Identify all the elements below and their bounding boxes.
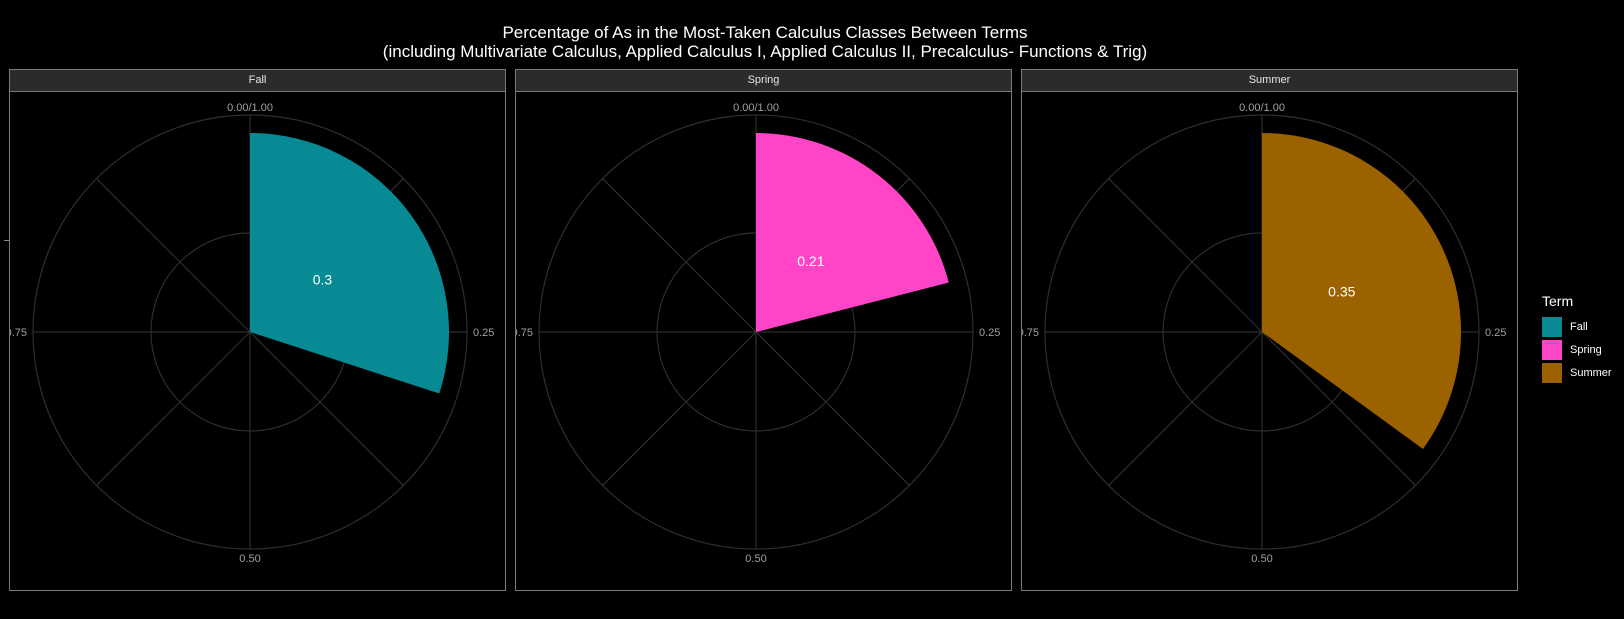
polar-plot-area: 0.3 0.00/1.00 0.25 0.50 0.75 xyxy=(9,91,506,591)
theta-tick-label: 0.00/1.00 xyxy=(227,102,273,114)
polar-chart: 0.3 0.00/1.00 0.25 0.50 0.75 xyxy=(10,102,494,565)
data-value-label: 0.35 xyxy=(1328,283,1355,299)
polar-plot-area: 0.21 0.00/1.00 0.25 0.50 0.75 xyxy=(515,91,1012,591)
grid-spoke xyxy=(602,178,757,333)
data-value-label: 0.21 xyxy=(797,253,824,269)
legend-label: Spring xyxy=(1570,343,1602,356)
facet-strip-label: Summer xyxy=(1021,69,1518,92)
legend: Term Fall Spring Summer xyxy=(1542,293,1612,384)
grid-spoke xyxy=(1108,331,1263,486)
legend-key xyxy=(1542,362,1562,383)
grid-spoke xyxy=(755,331,910,486)
data-wedge xyxy=(1262,133,1461,449)
theta-tick-label: 0.25 xyxy=(979,327,1000,339)
grid-spoke xyxy=(96,331,251,486)
theta-tick-label: 0.75 xyxy=(1022,327,1039,339)
polar-plot-area: 0.35 0.00/1.00 0.25 0.50 0.75 xyxy=(1021,91,1518,591)
theta-tick-label: 0.50 xyxy=(745,553,766,565)
grid-spoke xyxy=(1108,178,1263,333)
legend-title: Term xyxy=(1542,293,1574,309)
legend-key xyxy=(1542,316,1562,337)
facet-strip-label: Spring xyxy=(515,69,1012,92)
theta-tick-label: 0.00/1.00 xyxy=(1239,102,1285,114)
theta-tick-label: 0.75 xyxy=(516,327,533,339)
grid-spoke xyxy=(602,331,757,486)
theta-tick-label: 0.00/1.00 xyxy=(733,102,779,114)
grid-spoke xyxy=(249,331,404,486)
chart-subtitle: (including Multivariate Calculus, Applie… xyxy=(382,42,1148,61)
legend-item-fall: Fall xyxy=(1542,315,1612,338)
facet-panel-summer: Summer 0.35 0.00/1.00 0.25 0.50 0.75 xyxy=(1021,69,1518,591)
legend-item-spring: Spring xyxy=(1542,338,1612,361)
data-wedge xyxy=(756,133,949,332)
legend-key xyxy=(1542,339,1562,360)
polar-chart: 0.21 0.00/1.00 0.25 0.50 0.75 xyxy=(516,102,1000,565)
chart-title: Percentage of As in the Most-Taken Calcu… xyxy=(502,23,1028,42)
legend-label: Summer xyxy=(1570,366,1612,379)
theta-tick-label: 0.50 xyxy=(1251,553,1272,565)
facet-panel-fall: Fall 0.3 0.00/1.00 0.25 0.50 0.75 xyxy=(9,69,506,591)
polar-chart: 0.35 0.00/1.00 0.25 0.50 0.75 xyxy=(1022,102,1506,565)
data-value-label: 0.3 xyxy=(313,271,333,287)
grid-spoke xyxy=(1261,331,1416,486)
y-axis-tick xyxy=(4,240,9,241)
legend-item-summer: Summer xyxy=(1542,361,1612,384)
theta-tick-label: 0.25 xyxy=(1485,327,1506,339)
theta-tick-label: 0.50 xyxy=(239,553,260,565)
facet-strip-label: Fall xyxy=(9,69,506,92)
grid-spoke xyxy=(96,178,251,333)
legend-label: Fall xyxy=(1570,320,1588,333)
theta-tick-label: 0.75 xyxy=(10,327,27,339)
theta-tick-label: 0.25 xyxy=(473,327,494,339)
data-wedge xyxy=(250,133,449,394)
facet-panel-spring: Spring 0.21 0.00/1.00 0.25 0.50 0.75 xyxy=(515,69,1012,591)
